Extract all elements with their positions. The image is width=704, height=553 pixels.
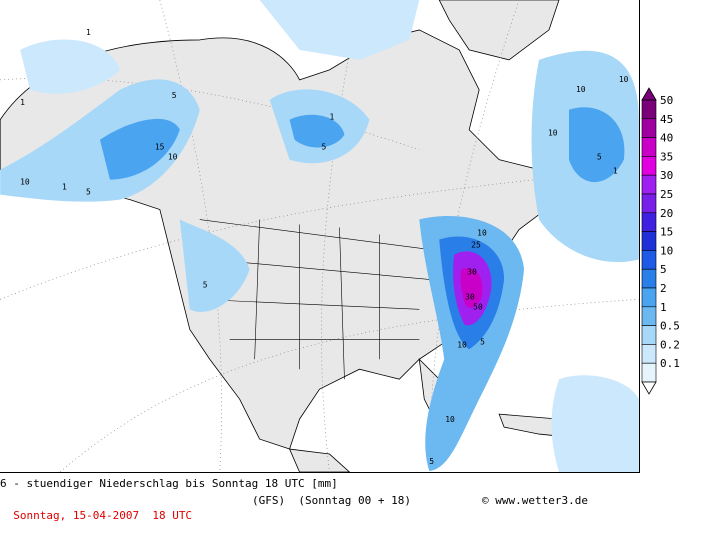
legend-label: 45 (660, 113, 673, 126)
legend-label: 0.1 (660, 357, 680, 370)
contour-label: 25 (471, 240, 481, 249)
legend-swatch (641, 118, 657, 138)
legend-swatch (641, 306, 657, 326)
contour-label: 10 (20, 178, 30, 187)
copyright: © www.wetter3.de (482, 493, 588, 508)
copyright-text: www.wetter3.de (495, 494, 588, 507)
contour-label: 5 (429, 457, 434, 466)
contour-label: 10 (445, 415, 455, 424)
legend-swatch (641, 362, 657, 383)
contour-label: 30 (467, 267, 477, 276)
legend-label: 5 (660, 263, 667, 276)
legend-swatch (641, 344, 657, 364)
contour-label: 10 (477, 229, 487, 238)
map-info-line: Sonntag, 15-04-2007 18 UTC (GFS) (Sonnta… (0, 493, 640, 553)
precip-nw-pacific-core (99, 118, 180, 180)
legend-label: 35 (660, 150, 673, 163)
legend-swatch (641, 156, 657, 176)
legend-label: 50 (660, 94, 673, 107)
legend-swatch (641, 231, 657, 251)
contour-label: 5 (480, 337, 485, 346)
contour-label: 1 (20, 98, 25, 107)
legend-swatch (641, 325, 657, 345)
legend-label: 0.5 (660, 320, 680, 333)
contour-label: 1 (62, 183, 67, 192)
contour-label: 1 (86, 28, 91, 37)
run-info: (Sonntag 00 + 18) (298, 494, 411, 507)
legend-swatch (641, 137, 657, 157)
precip-east-coast-peak (460, 268, 483, 308)
contour-label: 15 (155, 143, 165, 152)
precip-caribbean (551, 375, 639, 472)
legend-label: 2 (660, 282, 667, 295)
legend-swatch (641, 250, 657, 270)
contour-label: 5 (172, 91, 177, 100)
contour-label: 5 (203, 280, 208, 289)
legend-swatch (641, 287, 657, 308)
legend-top-arrow (641, 87, 657, 101)
precipitation-map: 1 1 1 5 10 15 5 10 1 5 10 25 30 30 50 10… (0, 0, 640, 473)
legend: 50 45 40 35 30 25 20 15 10 5 2 1 0.5 0.2 0.1 (640, 86, 704, 396)
copyright-icon: © (482, 494, 489, 507)
legend-label: 25 (660, 188, 673, 201)
contour-label: 10 (576, 85, 586, 94)
legend-swatch (641, 193, 657, 214)
legend-label: 20 (660, 207, 673, 220)
contour-label: 10 (619, 75, 629, 84)
model-name: (GFS) (252, 494, 286, 507)
legend-label: 40 (660, 132, 673, 145)
legend-swatch (641, 174, 657, 195)
contour-label: 10 (168, 153, 178, 162)
precip-gulf-alaska (20, 39, 120, 94)
map-date: Sonntag, 15-04-2007 18 UTC (13, 509, 193, 522)
contour-label: 10 (457, 340, 467, 349)
precip-atlantic-ne-core (568, 107, 625, 183)
legend-label: 0.2 (660, 338, 680, 351)
contour-label: 1 (613, 167, 618, 176)
precip-hudson-core (289, 114, 345, 148)
legend-label: 10 (660, 244, 673, 257)
precip-fields (0, 0, 639, 472)
contour-labels: 1 1 1 5 10 15 5 10 1 5 10 25 30 30 50 10… (20, 28, 629, 466)
precip-arctic (259, 0, 420, 60)
legend-label: 15 (660, 226, 673, 239)
contour-label: 5 (321, 143, 326, 152)
legend-bottom-arrow (641, 381, 657, 395)
contour-label: 50 (473, 302, 483, 311)
legend-label: 30 (660, 169, 673, 182)
legend-swatch (641, 268, 657, 289)
map-title: 6 - stuendiger Niederschlag bis Sonntag … (0, 477, 338, 490)
contour-label: 30 (465, 292, 475, 301)
legend-label: 1 (660, 301, 667, 314)
contour-label: 10 (548, 129, 558, 138)
legend-swatch (641, 212, 657, 232)
precip-west-coast (179, 219, 250, 312)
precip-nw-pacific (0, 79, 200, 202)
contour-label: 1 (329, 113, 334, 122)
legend-colorbar: 50 45 40 35 30 25 20 15 10 5 2 1 0.5 0.2 0.1 (641, 87, 680, 395)
legend-swatch (641, 99, 657, 120)
model-run: (GFS) (Sonntag 00 + 18) (252, 493, 411, 508)
contour-label: 5 (597, 153, 602, 162)
contour-label: 5 (86, 188, 91, 197)
